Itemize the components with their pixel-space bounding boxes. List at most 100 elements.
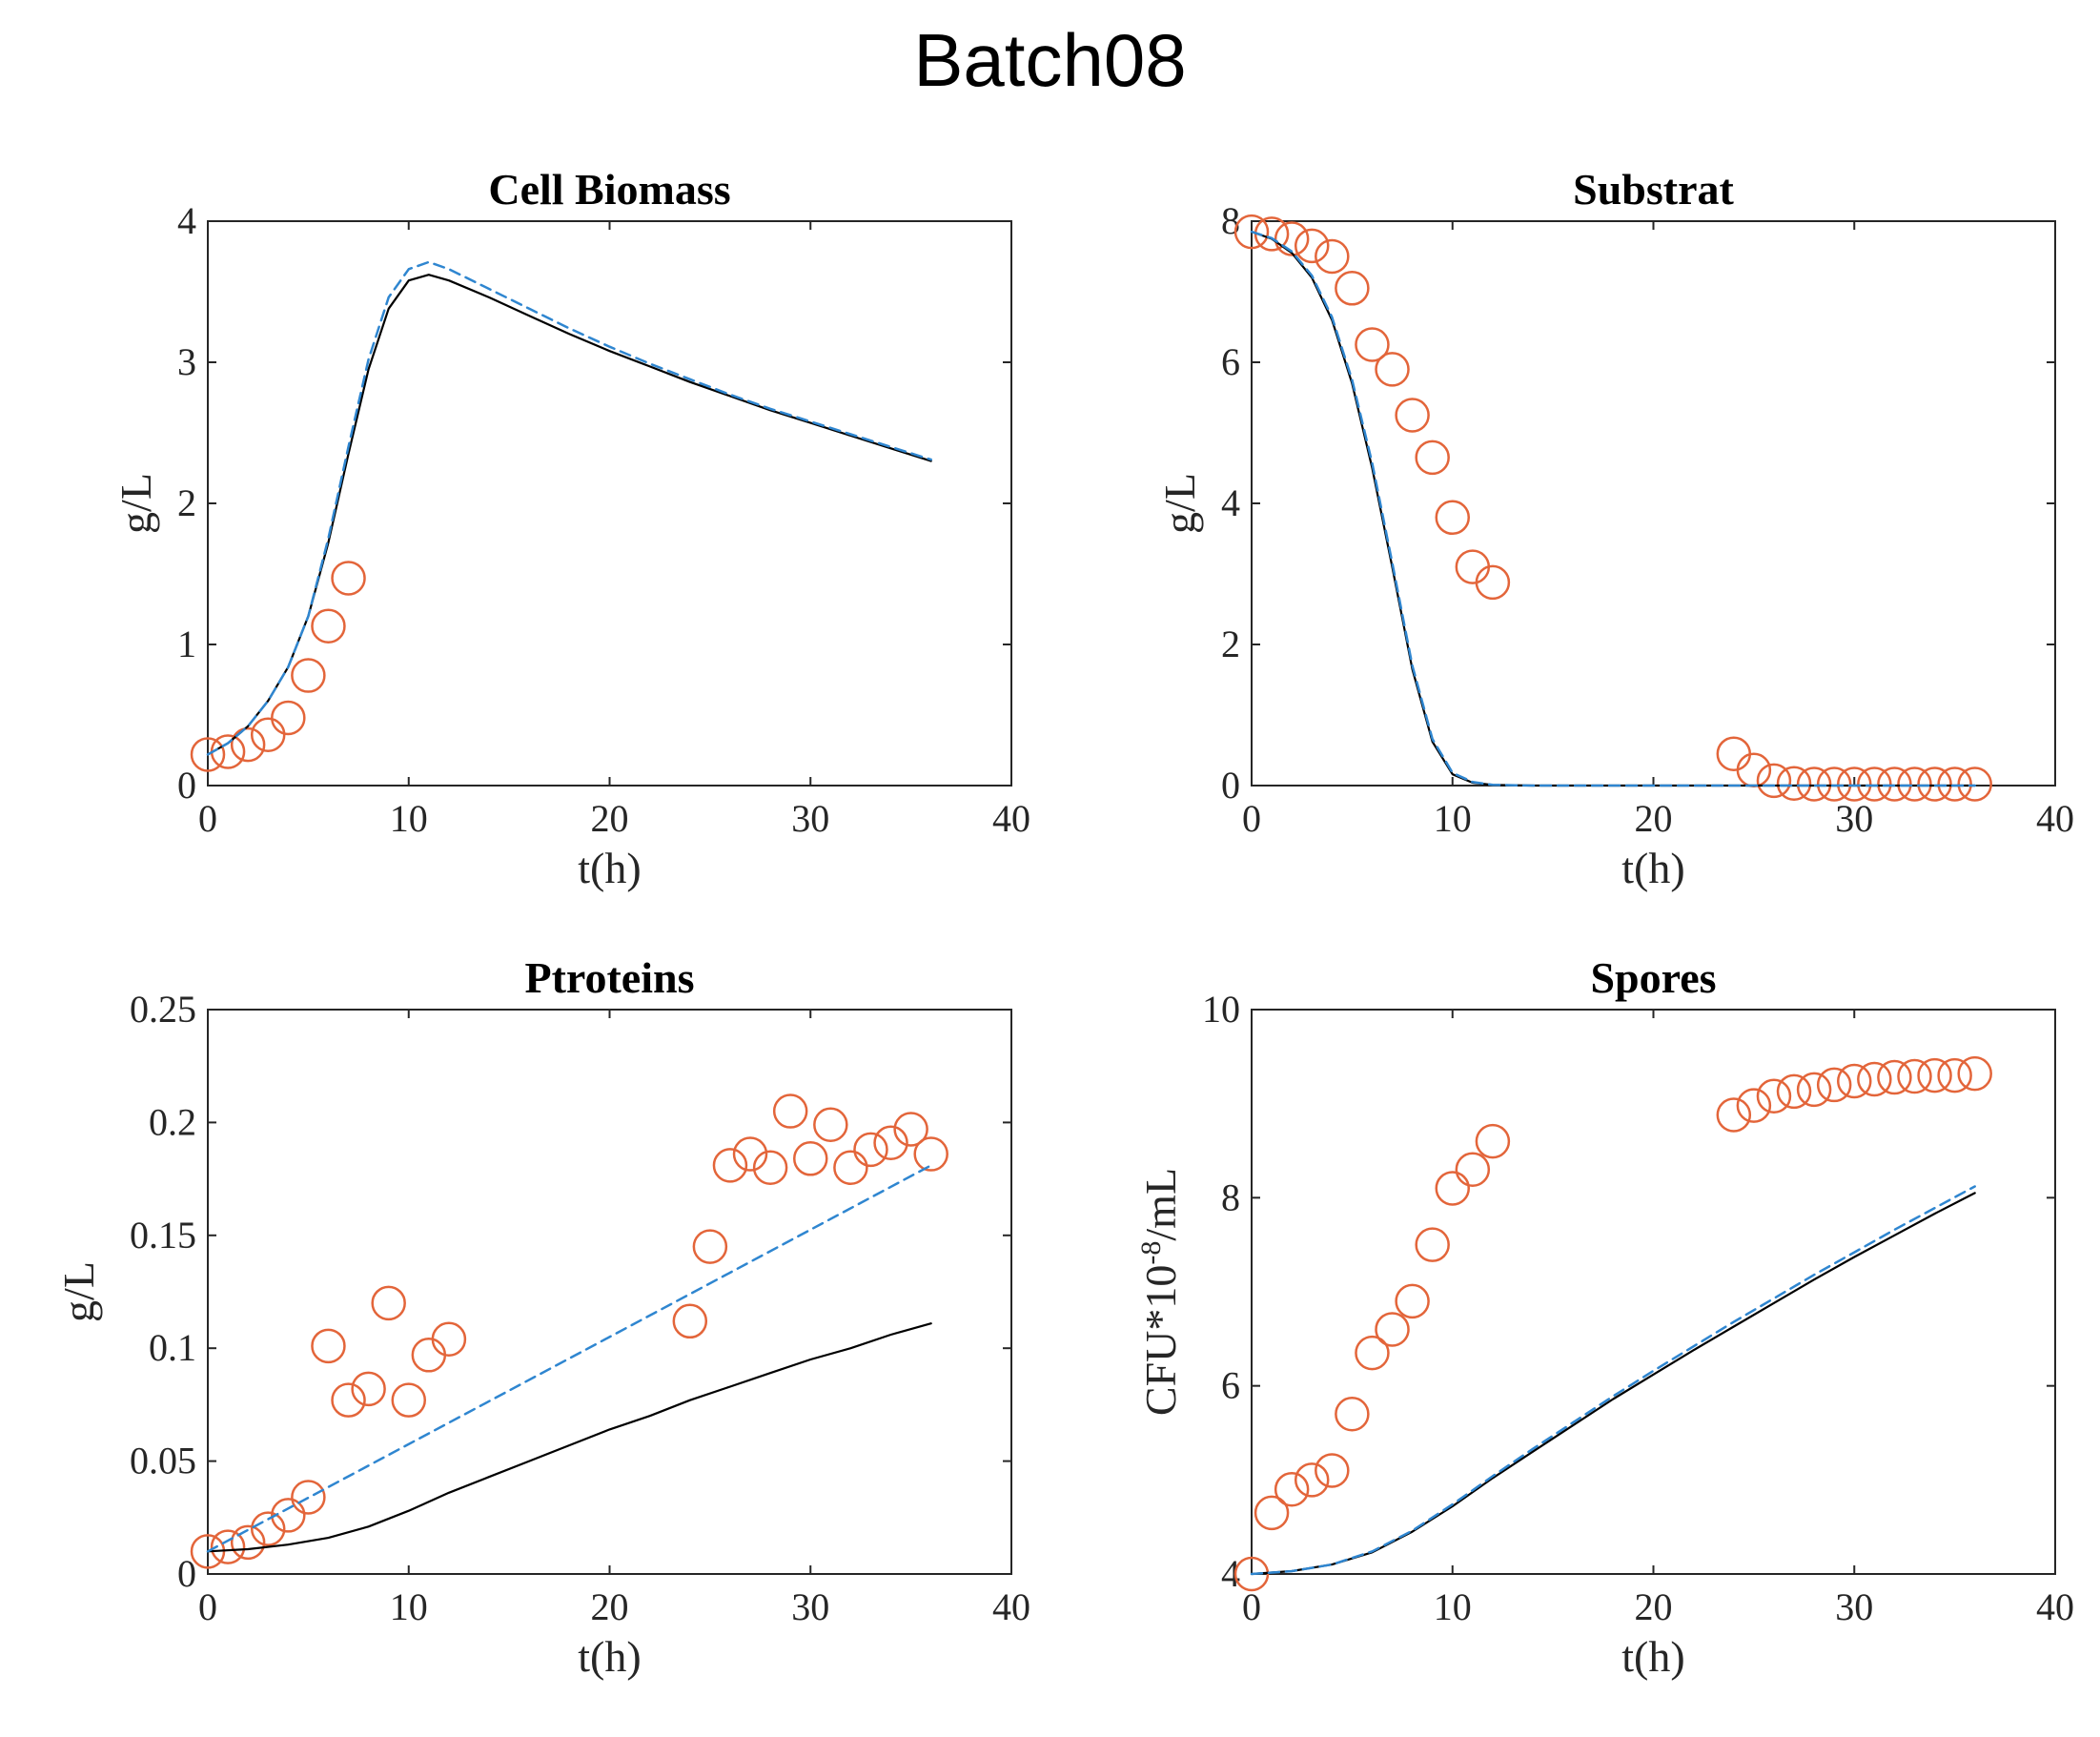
y-tick-label: 0 bbox=[177, 1552, 196, 1595]
observed-point bbox=[672, 1303, 708, 1339]
x-tick-label: 40 bbox=[992, 1585, 1030, 1628]
chart-panel-3: Spores 0 10 20 30 40 4 6 8 10 t(h) CFU*10-8/mL bbox=[1135, 953, 2075, 1681]
observed-point bbox=[893, 1112, 928, 1147]
x-tick-label: 10 bbox=[390, 797, 428, 840]
observed-point bbox=[1294, 228, 1330, 264]
observed-point bbox=[873, 1125, 908, 1160]
observed-point bbox=[1475, 564, 1511, 601]
x-axis-label: t(h) bbox=[578, 844, 641, 892]
y-tick-label: 0 bbox=[1221, 764, 1240, 807]
observed-point bbox=[1877, 766, 1912, 802]
observed-point bbox=[1716, 1097, 1752, 1133]
observed-point bbox=[1294, 1462, 1330, 1498]
y-axis-label-part: CFU*10 bbox=[1136, 1265, 1185, 1416]
panel-title: Cell Biomass bbox=[488, 165, 730, 214]
plot-frame bbox=[1251, 1009, 2056, 1575]
plot-frame bbox=[207, 1009, 1012, 1575]
observed-point bbox=[1233, 214, 1270, 250]
observed-point bbox=[1917, 1057, 1952, 1093]
observed-point bbox=[1736, 1088, 1772, 1123]
observed-point bbox=[1756, 763, 1792, 799]
x-tick-label: 40 bbox=[2036, 797, 2074, 840]
y-tick-label: 4 bbox=[1221, 1552, 1240, 1595]
observed-point bbox=[1415, 1227, 1450, 1262]
observed-point bbox=[271, 1498, 306, 1533]
observed-point bbox=[813, 1107, 848, 1143]
x-tick-label: 10 bbox=[1434, 1585, 1472, 1628]
observed-point bbox=[1274, 221, 1310, 256]
observed-point bbox=[411, 1338, 447, 1373]
y-axis-label: g/L bbox=[1155, 473, 1204, 534]
observed-point bbox=[311, 1328, 346, 1364]
model-dashed-line bbox=[206, 1164, 932, 1553]
observed-point bbox=[1455, 1152, 1491, 1187]
observed-point bbox=[1233, 1556, 1270, 1592]
observed-point bbox=[210, 1529, 246, 1564]
y-tick-label: 4 bbox=[177, 199, 196, 242]
x-tick-label: 30 bbox=[791, 1585, 829, 1628]
y-tick-label: 0.15 bbox=[130, 1214, 196, 1257]
observed-point bbox=[311, 608, 346, 644]
chart-panel-0: Cell Biomass 0 10 20 30 40 0 1 2 3 4 t(h) g/L bbox=[112, 165, 1030, 892]
x-tick-label: 30 bbox=[1835, 797, 1873, 840]
panel-title: Ptroteins bbox=[524, 953, 694, 1002]
observed-point bbox=[1917, 766, 1952, 802]
observed-point bbox=[1897, 1058, 1932, 1094]
y-axis-label-part: -8 bbox=[1135, 1241, 1167, 1265]
observed-point bbox=[250, 717, 286, 752]
x-axis-label: t(h) bbox=[1621, 844, 1684, 892]
observed-point bbox=[1857, 1061, 1892, 1097]
observed-point bbox=[1315, 238, 1350, 275]
observed-point bbox=[1435, 500, 1470, 536]
model-solid-line bbox=[1250, 231, 1976, 787]
x-tick-label: 0 bbox=[1242, 1585, 1261, 1628]
y-tick-label: 0.25 bbox=[130, 988, 196, 1031]
figure-title: Batch08 bbox=[913, 18, 1187, 102]
x-tick-label: 40 bbox=[992, 797, 1030, 840]
plot-frame bbox=[207, 220, 1012, 787]
observed-point bbox=[391, 1382, 426, 1418]
model-dashed-line bbox=[206, 260, 932, 756]
observed-point bbox=[1756, 1078, 1792, 1114]
x-tick-label: 0 bbox=[198, 797, 217, 840]
x-tick-label: 20 bbox=[1635, 1585, 1673, 1628]
x-tick-label: 40 bbox=[2036, 1585, 2074, 1628]
y-axis-label: g/L bbox=[112, 473, 160, 534]
observed-point bbox=[853, 1132, 888, 1168]
model-solid-line bbox=[1250, 1192, 1976, 1576]
observed-point bbox=[1435, 1171, 1470, 1206]
y-tick-label: 0.1 bbox=[149, 1326, 196, 1369]
observed-point bbox=[1937, 1057, 1972, 1093]
x-tick-label: 30 bbox=[1835, 1585, 1873, 1628]
y-tick-label: 0.05 bbox=[130, 1440, 196, 1482]
observed-point bbox=[1335, 271, 1370, 306]
observed-point bbox=[1355, 327, 1390, 362]
x-axis-label: t(h) bbox=[1621, 1632, 1684, 1681]
observed-point bbox=[1937, 766, 1972, 802]
observed-point bbox=[351, 1371, 386, 1407]
observed-point bbox=[732, 1136, 768, 1172]
observed-point bbox=[1897, 766, 1932, 802]
observed-point bbox=[250, 1511, 286, 1546]
observed-point bbox=[772, 1093, 808, 1129]
observed-point bbox=[1877, 1059, 1912, 1095]
observed-point bbox=[1395, 398, 1430, 433]
observed-point bbox=[712, 1148, 748, 1183]
observed-point bbox=[291, 1480, 326, 1515]
y-axis-label: CFU*10-8/mL bbox=[1135, 1168, 1186, 1416]
observed-point bbox=[1857, 766, 1892, 802]
plot-frame bbox=[1251, 220, 2056, 787]
observed-point bbox=[190, 737, 226, 772]
y-tick-label: 6 bbox=[1221, 340, 1240, 383]
model-solid-line bbox=[206, 274, 932, 756]
observed-point bbox=[271, 700, 306, 736]
x-tick-label: 0 bbox=[198, 1585, 217, 1628]
observed-point bbox=[1335, 1397, 1370, 1432]
model-dashed-line bbox=[1250, 230, 1976, 787]
observed-point bbox=[1816, 1067, 1852, 1103]
observed-point bbox=[1415, 439, 1450, 476]
y-tick-label: 6 bbox=[1221, 1364, 1240, 1407]
observed-point bbox=[371, 1285, 406, 1321]
chart-panel-2: Ptroteins 0 10 20 30 40 0 0.05 0.1 0.15 0.2 0.25 t(h… bbox=[54, 953, 1030, 1681]
